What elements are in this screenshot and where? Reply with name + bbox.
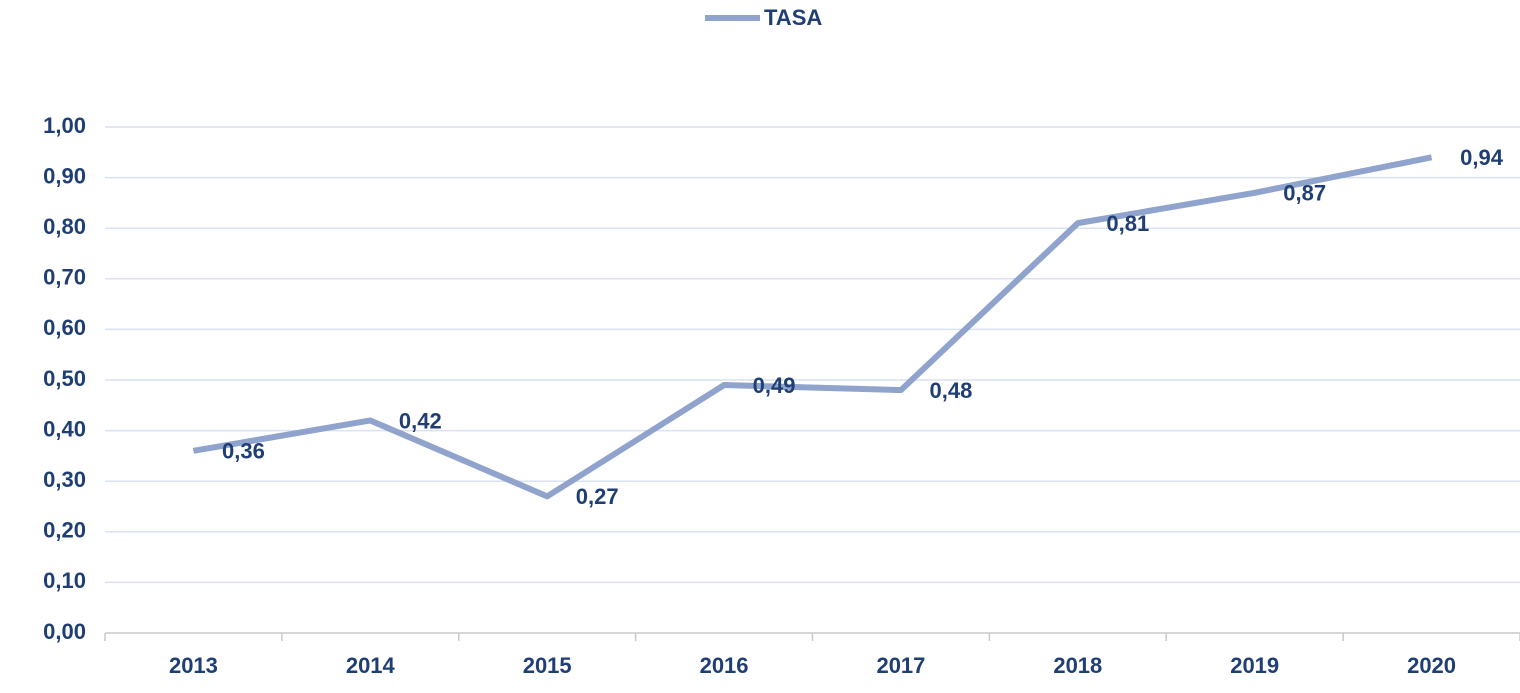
data-label: 0,81 [1106,211,1149,236]
y-tick-label: 0,80 [43,214,86,239]
x-tick-label: 2017 [876,653,925,678]
data-label: 0,87 [1283,181,1326,206]
x-tick-label: 2014 [346,653,396,678]
data-label: 0,36 [222,439,265,464]
x-tick-label: 2015 [523,653,572,678]
x-tick-label: 2020 [1407,653,1456,678]
data-label: 0,48 [930,378,973,403]
y-tick-label: 0,10 [43,568,86,593]
data-label: 0,94 [1460,145,1504,170]
x-tick-label: 2019 [1230,653,1279,678]
y-tick-label: 0,60 [43,315,86,340]
y-tick-label: 0,90 [43,163,86,188]
y-tick-label: 0,50 [43,366,86,391]
x-tick-label: 2013 [169,653,218,678]
data-label: 0,49 [753,373,796,398]
y-tick-label: 0,70 [43,265,86,290]
data-label: 0,27 [576,484,619,509]
y-tick-label: 0,40 [43,416,86,441]
y-tick-label: 0,00 [43,619,86,644]
y-tick-label: 0,30 [43,467,86,492]
x-tick-label: 2016 [700,653,749,678]
x-tick-label: 2018 [1053,653,1102,678]
line [192,154,1433,500]
legend-label: TASA [764,5,822,30]
y-tick-label: 0,20 [43,518,86,543]
y-tick-label: 1,00 [43,113,86,138]
data-label: 0,42 [399,408,442,433]
